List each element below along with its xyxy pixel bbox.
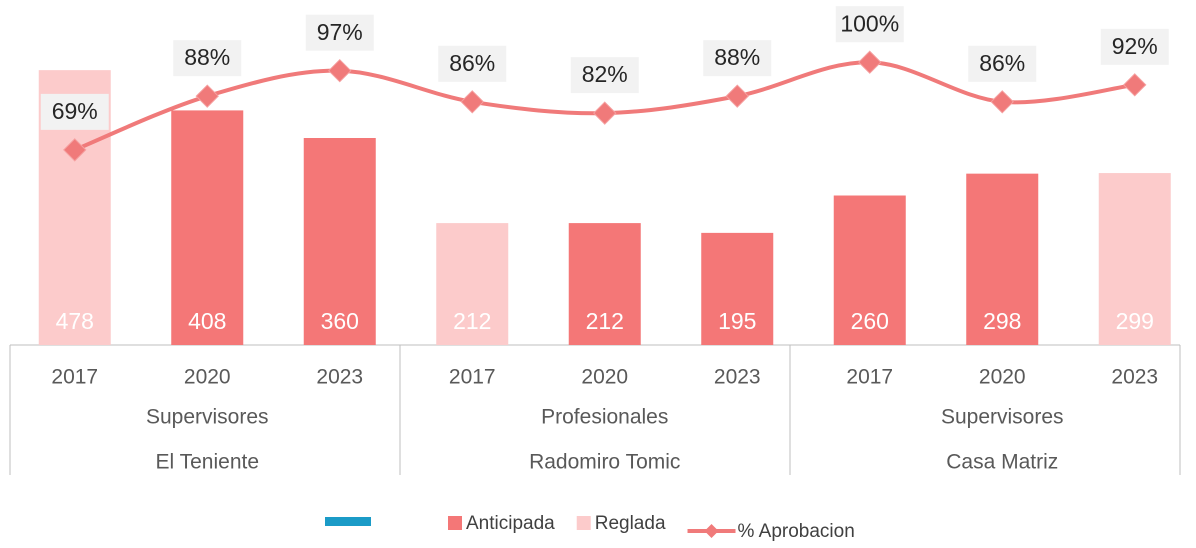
x-tick-label: 2023 bbox=[714, 366, 761, 389]
x-tick-label: 2017 bbox=[51, 366, 98, 389]
x-tick-label: 2023 bbox=[1111, 366, 1158, 389]
bar-value-label: 360 bbox=[321, 308, 359, 334]
label-box bbox=[968, 45, 1037, 82]
line-value-label: 86% bbox=[979, 50, 1025, 76]
label-box bbox=[173, 40, 242, 77]
bar-value-label: 212 bbox=[453, 308, 491, 334]
bar-value-label: 298 bbox=[983, 308, 1021, 334]
x-tick-label: 2020 bbox=[979, 366, 1026, 389]
legend-label: Reglada bbox=[595, 513, 666, 534]
line-marker bbox=[63, 138, 87, 162]
group-label: Radomiro Tomic bbox=[529, 451, 680, 474]
label-box bbox=[1100, 28, 1169, 65]
bar bbox=[436, 223, 509, 345]
line-value-label: 82% bbox=[582, 61, 628, 87]
legend-swatch bbox=[448, 516, 462, 530]
x-tick-label: 2023 bbox=[316, 366, 363, 389]
bar bbox=[1098, 173, 1171, 345]
bar bbox=[966, 173, 1039, 345]
label-box bbox=[40, 93, 109, 130]
line-marker bbox=[328, 58, 352, 83]
line-value-label: 88% bbox=[184, 44, 230, 70]
line-marker bbox=[195, 84, 219, 108]
label-box bbox=[835, 6, 904, 43]
legend-label: % Aprobacion bbox=[738, 521, 855, 542]
group-label: Casa Matriz bbox=[946, 451, 1058, 474]
line-marker bbox=[725, 84, 749, 108]
bar-value-label: 260 bbox=[851, 308, 889, 334]
bar-value-label: 299 bbox=[1116, 308, 1154, 334]
group-label: El Teniente bbox=[155, 451, 259, 474]
line-marker bbox=[593, 101, 617, 125]
bar bbox=[833, 195, 906, 345]
bar-value-label: 212 bbox=[586, 308, 624, 334]
bar bbox=[303, 138, 376, 345]
label-box bbox=[570, 57, 639, 94]
label-box bbox=[703, 40, 772, 77]
x-tick-label: 2017 bbox=[846, 366, 893, 389]
line-value-label: 97% bbox=[317, 19, 363, 45]
legend-marker bbox=[704, 524, 719, 538]
bar bbox=[701, 232, 774, 345]
group-label: Supervisores bbox=[941, 406, 1064, 429]
x-tick-label: 2017 bbox=[449, 366, 496, 389]
bar-value-label: 195 bbox=[718, 308, 756, 334]
legend-swatch bbox=[576, 516, 591, 530]
bar bbox=[568, 223, 641, 345]
x-tick-label: 2020 bbox=[184, 366, 231, 389]
line-value-label: 88% bbox=[714, 44, 760, 70]
bar bbox=[171, 110, 244, 346]
legend-label: Anticipada bbox=[466, 513, 555, 534]
bar-value-label: 408 bbox=[188, 308, 226, 334]
label-box bbox=[438, 45, 507, 82]
line-marker bbox=[1123, 73, 1147, 97]
x-tick-label: 2020 bbox=[581, 366, 628, 389]
line-marker bbox=[460, 90, 484, 114]
line-marker bbox=[990, 90, 1014, 114]
line-value-label: 92% bbox=[1112, 33, 1158, 59]
group-label: Profesionales bbox=[541, 406, 668, 429]
line-value-label: 100% bbox=[840, 10, 899, 36]
group-label: Supervisores bbox=[146, 406, 269, 429]
line-value-label: 69% bbox=[52, 98, 98, 124]
line-marker bbox=[858, 50, 882, 74]
label-box bbox=[305, 14, 374, 51]
bar-value-label: 478 bbox=[56, 308, 94, 334]
legend-swatch bbox=[325, 517, 371, 526]
line-value-label: 86% bbox=[449, 50, 495, 76]
